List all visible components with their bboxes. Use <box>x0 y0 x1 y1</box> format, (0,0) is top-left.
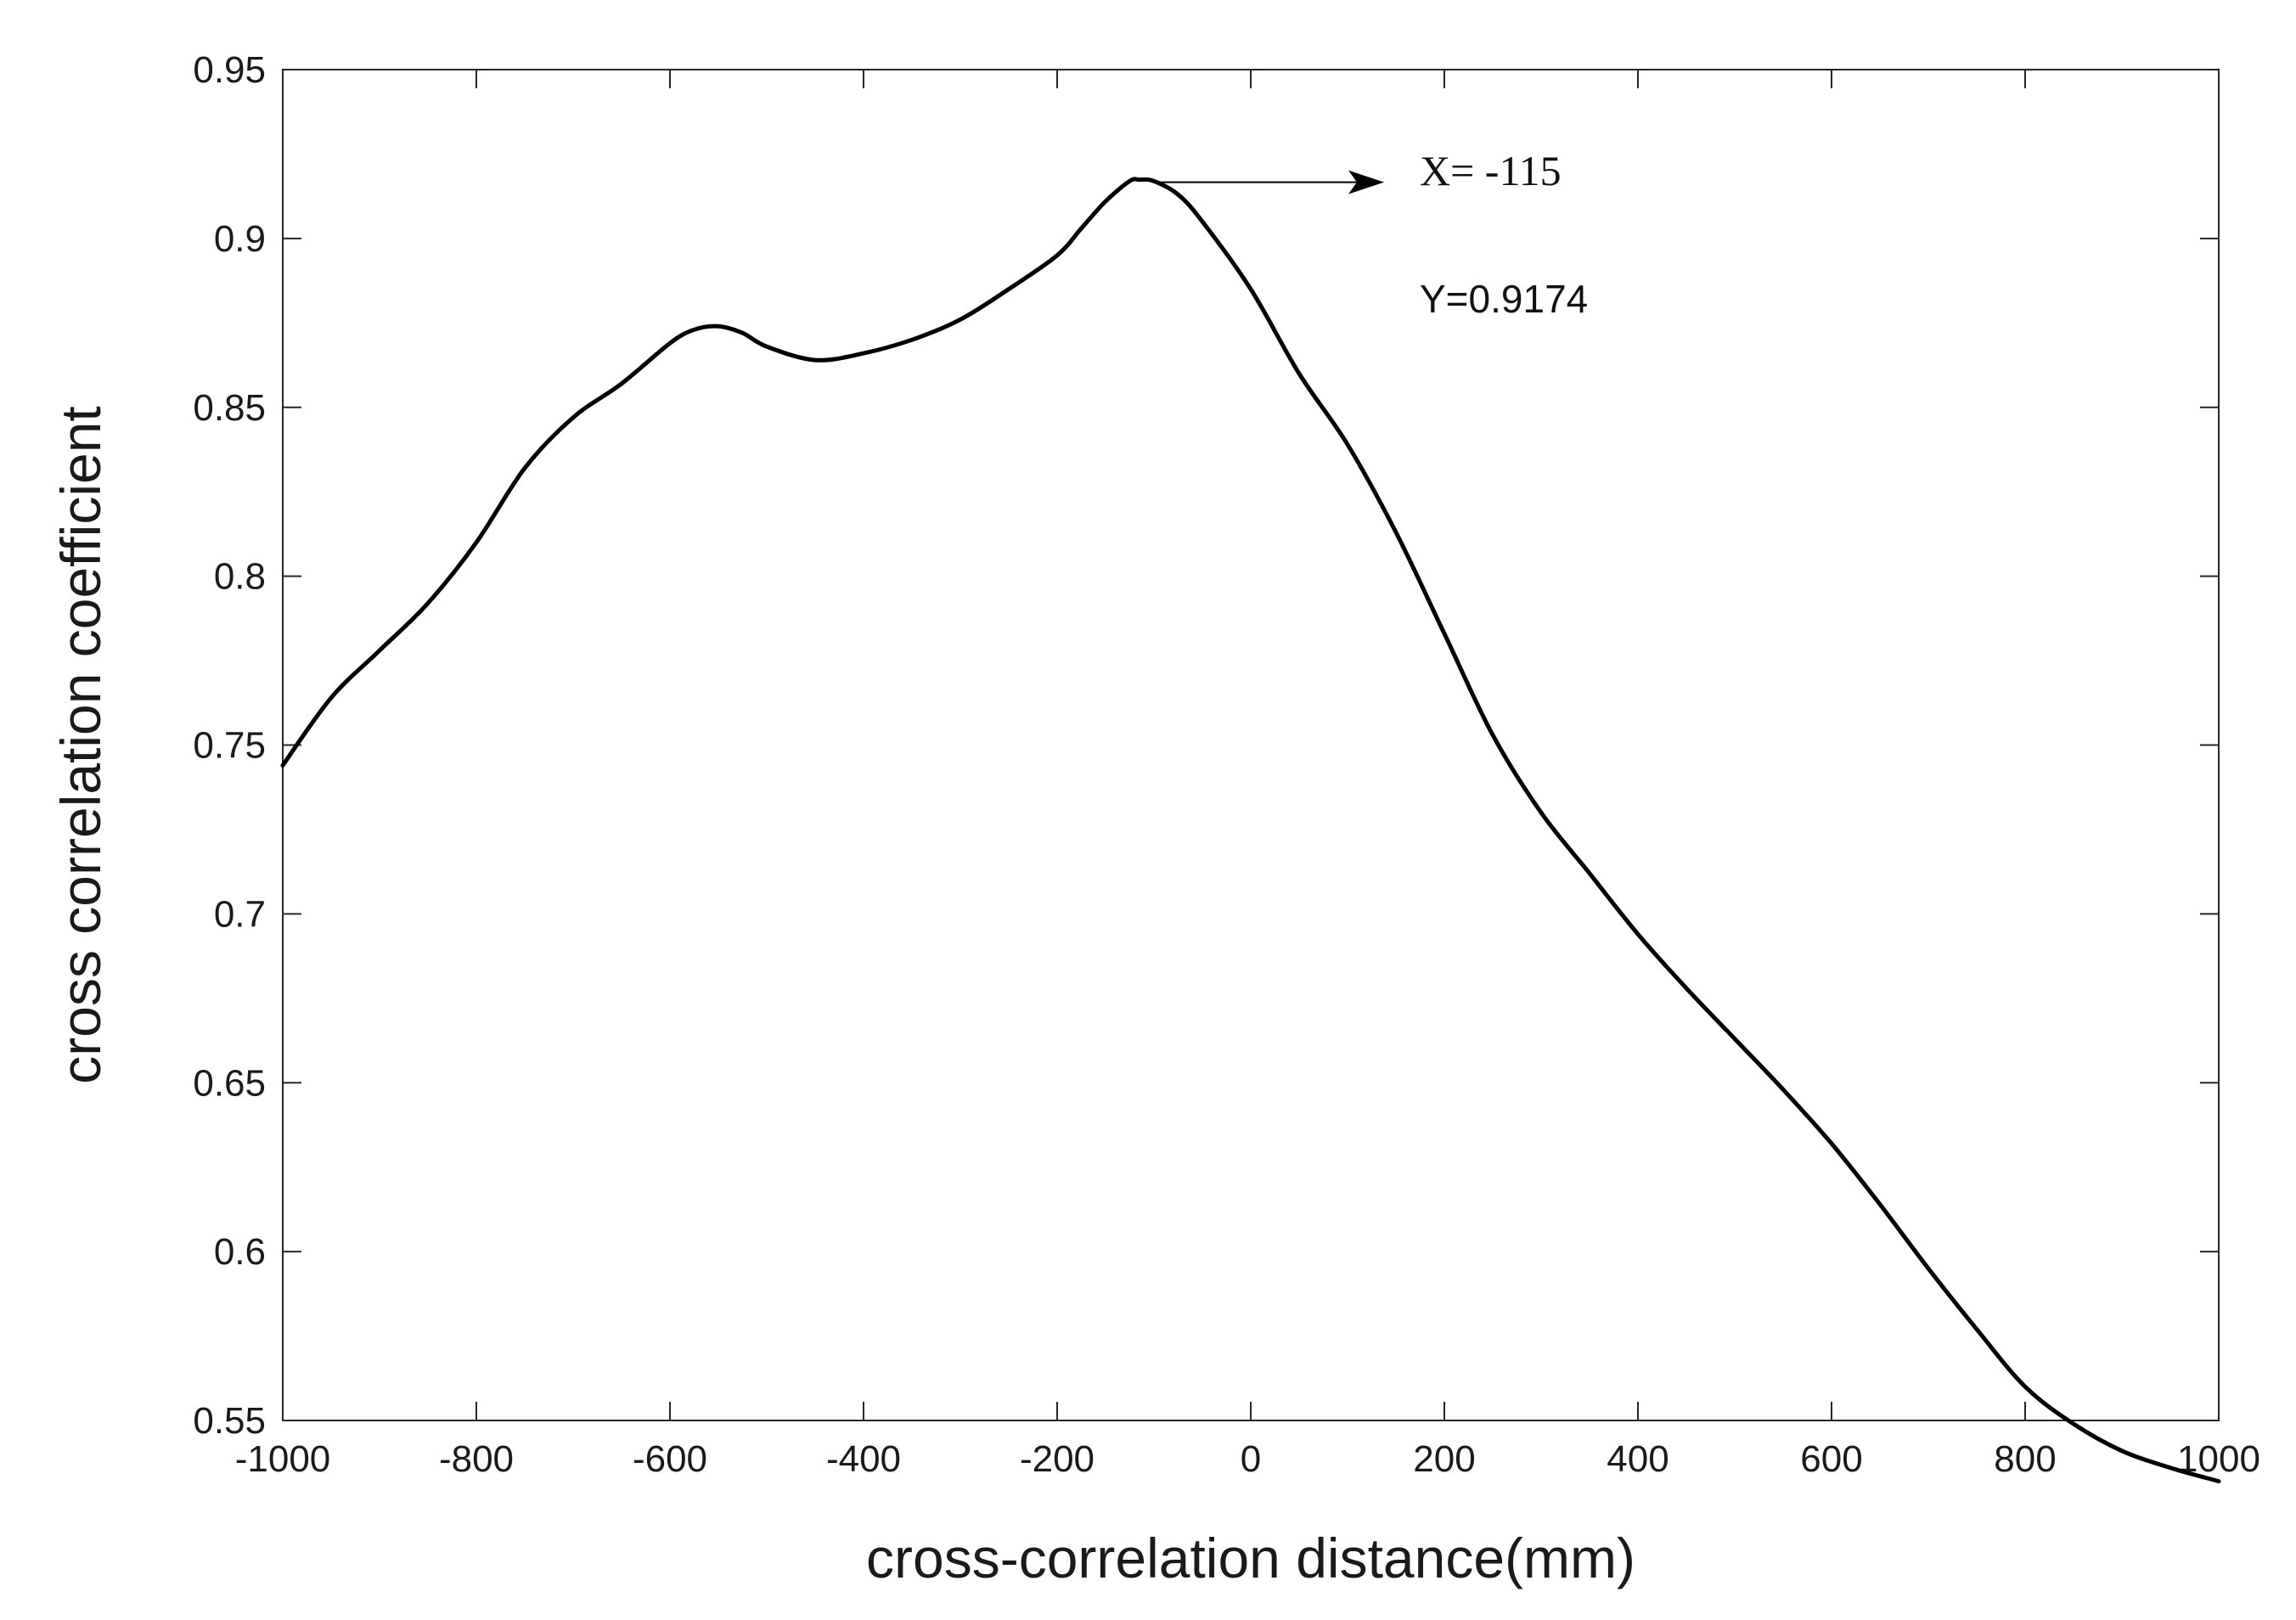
annotation-y-text: Y=0.9174 <box>1420 277 1588 321</box>
y-tick-label: 0.9 <box>214 218 266 260</box>
x-tick-label: 200 <box>1413 1438 1475 1480</box>
x-tick-label: -200 <box>1020 1438 1095 1480</box>
annotation-x-text: X= -115 <box>1420 147 1562 194</box>
y-tick-label: 0.55 <box>193 1400 266 1442</box>
plot-area-frame <box>282 69 2220 1421</box>
y-tick-label: 0.85 <box>193 387 266 429</box>
y-tick-label: 0.95 <box>193 49 266 91</box>
x-tick-label: 600 <box>1800 1438 1862 1480</box>
y-tick-label: 0.65 <box>193 1062 266 1104</box>
x-tick-label: -1000 <box>235 1438 331 1480</box>
y-tick-label: 0.8 <box>214 556 266 598</box>
y-tick-label: 0.75 <box>193 725 266 767</box>
annotation-arrow-head <box>1348 170 1384 194</box>
x-tick-label: -800 <box>439 1438 514 1480</box>
x-tick-label: 400 <box>1607 1438 1669 1480</box>
y-axis-title: cross correlation coefficient <box>49 406 112 1083</box>
y-tick-label: 0.6 <box>214 1231 266 1273</box>
tick-labels-layer: -1000 -800 -600 -400 -200 0 200 400 600 800 10000.… <box>193 49 2260 1480</box>
y-tick-label: 0.7 <box>214 893 266 935</box>
series-line <box>280 177 2221 1484</box>
x-tick-label: -400 <box>826 1438 901 1480</box>
x-tick-label: 800 <box>1994 1438 2056 1480</box>
x-tick-label: -600 <box>633 1438 707 1480</box>
x-axis-title: cross-correlation distance(mm) <box>866 1527 1635 1589</box>
x-tick-label: 0 <box>1241 1438 1261 1480</box>
